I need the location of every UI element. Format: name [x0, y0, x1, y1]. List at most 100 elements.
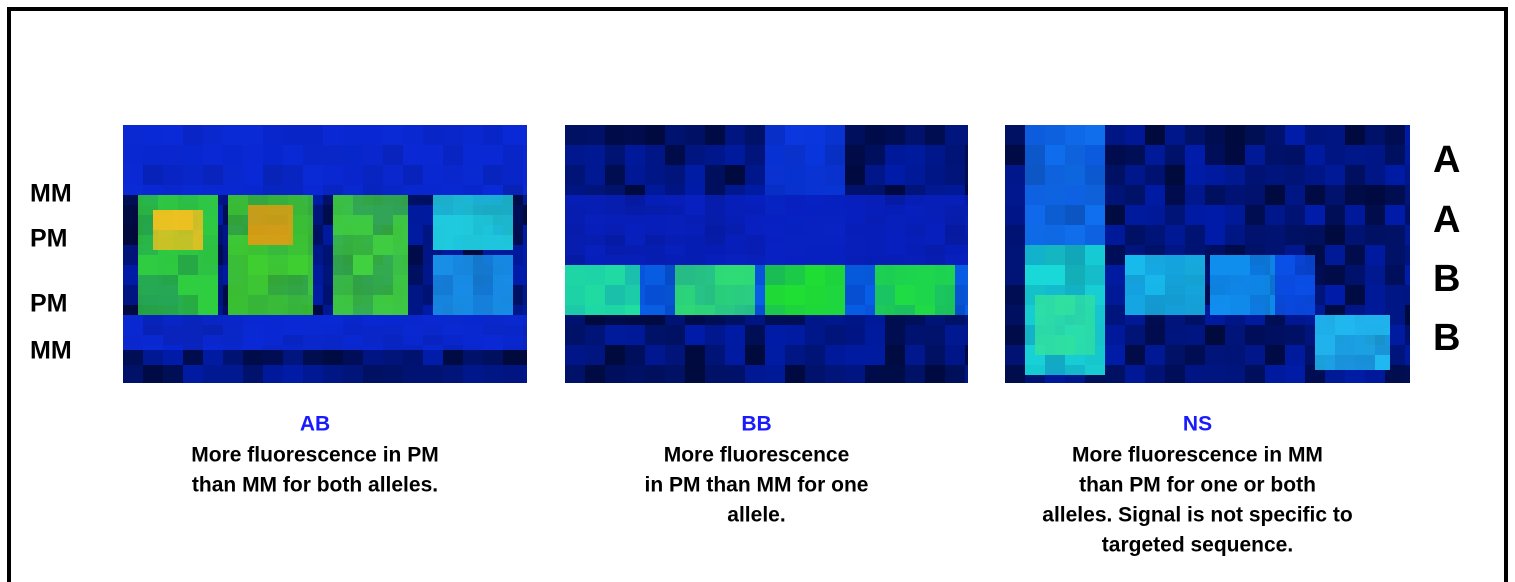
cell — [248, 275, 268, 295]
cell — [158, 275, 178, 295]
cell — [565, 265, 585, 285]
cell — [605, 235, 625, 255]
cell — [163, 185, 183, 195]
cell — [1085, 365, 1105, 375]
cell — [1365, 185, 1385, 205]
cell — [1325, 145, 1345, 165]
cell — [143, 315, 163, 335]
cell — [1210, 275, 1230, 295]
cell — [223, 335, 243, 350]
cell — [1385, 245, 1405, 265]
cell — [705, 345, 725, 365]
cell — [585, 165, 605, 185]
cell — [1335, 315, 1355, 335]
cell — [945, 345, 965, 365]
cell — [1045, 245, 1065, 265]
cell — [965, 305, 968, 315]
cell — [473, 235, 493, 250]
cell — [1285, 225, 1305, 245]
cell — [1385, 125, 1405, 145]
cell — [1385, 285, 1405, 305]
cell — [183, 315, 203, 335]
cell — [625, 265, 640, 285]
cell — [685, 145, 705, 165]
cell — [138, 255, 158, 275]
cell — [625, 345, 645, 365]
caption-line: More fluorescence in PM — [191, 444, 438, 467]
cell — [585, 235, 605, 255]
cell — [965, 145, 968, 165]
cell — [193, 230, 203, 250]
cell — [263, 185, 283, 195]
cell — [1365, 285, 1385, 305]
cell — [403, 335, 423, 350]
panel-label: NS — [1183, 413, 1212, 436]
cell — [1265, 125, 1285, 145]
cell — [1025, 225, 1045, 245]
cell — [323, 315, 343, 335]
cell — [1065, 265, 1085, 285]
cell — [1225, 165, 1245, 185]
cell — [565, 305, 585, 315]
cell — [1250, 275, 1270, 295]
cell — [1345, 125, 1365, 145]
cell — [493, 195, 513, 215]
cell — [625, 305, 640, 315]
cell — [1085, 245, 1105, 265]
cell — [223, 315, 243, 335]
cell — [503, 145, 523, 165]
cell — [503, 315, 523, 335]
cell — [123, 335, 143, 350]
cell — [885, 345, 905, 365]
cell — [585, 265, 605, 285]
cell — [1355, 355, 1375, 370]
cell — [1345, 225, 1365, 245]
cell — [1270, 255, 1275, 275]
cell — [138, 295, 158, 315]
cell — [585, 215, 605, 235]
cell — [158, 255, 178, 275]
cell — [163, 335, 183, 350]
cell — [645, 345, 665, 365]
cell — [1185, 275, 1205, 295]
cell — [443, 365, 463, 383]
cell — [443, 335, 463, 350]
cell — [523, 365, 527, 383]
cell — [905, 165, 925, 185]
cell — [523, 285, 527, 305]
cell — [605, 215, 625, 235]
cell — [1075, 295, 1095, 315]
cell — [1165, 255, 1185, 275]
cell — [193, 210, 203, 230]
cell — [825, 345, 845, 365]
cell — [1125, 345, 1145, 365]
cell — [123, 185, 143, 195]
cell — [123, 165, 143, 185]
cell — [1125, 165, 1145, 185]
cell — [1105, 225, 1125, 245]
cell — [198, 295, 218, 315]
cell — [1055, 335, 1075, 355]
cell — [363, 335, 383, 350]
cell — [645, 305, 665, 315]
cell — [1265, 205, 1285, 225]
cell — [625, 255, 645, 265]
cell — [1275, 295, 1295, 315]
cell — [1165, 275, 1185, 295]
cell — [645, 255, 665, 265]
cell — [1085, 225, 1105, 245]
cell — [645, 145, 665, 165]
cell — [685, 235, 705, 255]
cell — [423, 365, 443, 383]
cell — [925, 365, 945, 383]
cell — [443, 185, 463, 195]
cell — [705, 145, 725, 165]
cell — [1005, 205, 1025, 225]
cell — [503, 125, 523, 145]
cell — [965, 365, 968, 383]
cell — [383, 365, 403, 383]
cell — [1265, 325, 1285, 345]
cell — [323, 125, 343, 145]
cell — [745, 365, 765, 383]
cell — [153, 210, 173, 230]
